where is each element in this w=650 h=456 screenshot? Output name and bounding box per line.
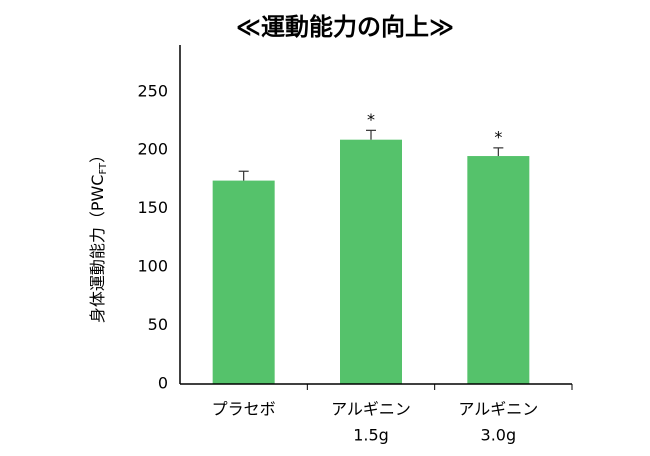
x-tick-label: 3.0g — [481, 426, 517, 445]
y-tick-label: 0 — [158, 374, 168, 393]
x-tick-label: アルギニン — [458, 400, 538, 419]
significance-mark: * — [494, 127, 502, 146]
significance-mark: * — [367, 110, 375, 129]
bar — [467, 156, 530, 384]
chart-title: ≪運動能力の向上≫ — [236, 13, 454, 41]
y-tick-label: 250 — [137, 81, 168, 100]
y-label-close: ） — [88, 147, 107, 163]
y-axis-label: 身体運動能力（PWCFT） — [88, 147, 110, 323]
x-tick-label: 1.5g — [353, 426, 389, 445]
x-tick-label: プラセボ — [212, 400, 276, 419]
bar — [212, 180, 275, 384]
y-label-subscript: FT — [98, 162, 109, 175]
bar — [340, 139, 402, 384]
x-tick-label: アルギニン — [331, 400, 411, 419]
y-tick-label: 50 — [148, 315, 168, 334]
y-tick-label: 150 — [137, 198, 168, 217]
y-tick-label: 100 — [137, 257, 168, 276]
y-tick-label: 200 — [137, 140, 168, 159]
y-label-main: 身体運動能力（PWC — [88, 175, 107, 324]
